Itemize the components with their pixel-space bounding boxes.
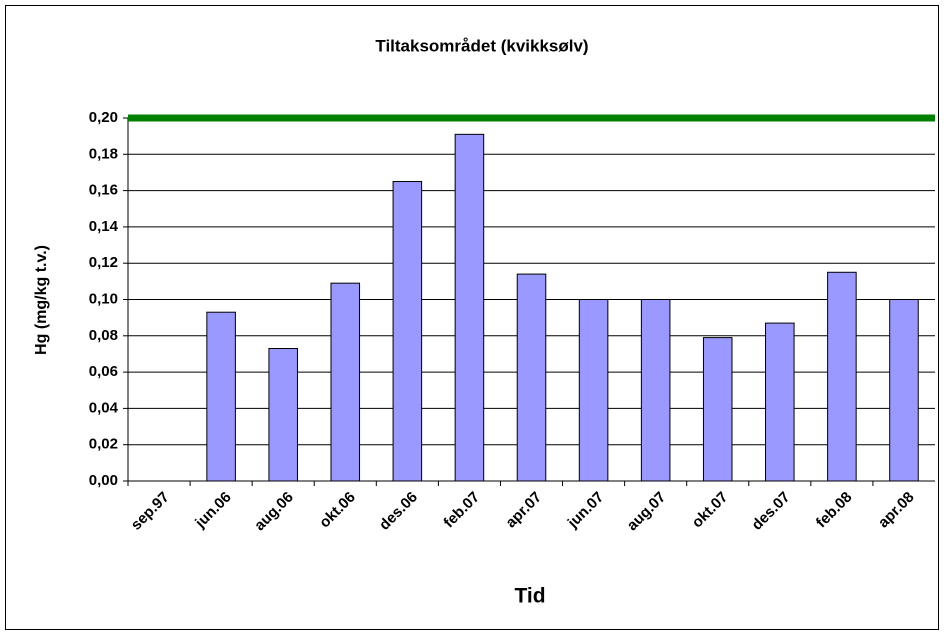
y-tick-label: 0,16 xyxy=(89,182,118,199)
y-tick-label: 0,18 xyxy=(89,145,118,162)
bar xyxy=(392,181,423,482)
bar xyxy=(516,273,547,482)
bar xyxy=(578,299,609,482)
y-tick-label: 0,08 xyxy=(89,327,118,344)
y-tick-label: 0,02 xyxy=(89,436,118,453)
y-tick-label: 0,20 xyxy=(89,109,118,126)
bar xyxy=(454,133,485,482)
chart-title: Tiltaksområdet (kvikksølv) xyxy=(375,36,588,55)
y-tick-label: 0,04 xyxy=(89,399,119,416)
bar xyxy=(206,311,236,482)
bar xyxy=(702,337,733,482)
bar xyxy=(330,282,361,482)
bar xyxy=(889,299,919,482)
x-axis-label: Tid xyxy=(514,585,545,608)
y-tick-label: 0,00 xyxy=(89,472,118,489)
bar xyxy=(640,299,671,482)
y-axis-label: Hg (mg/kg t.v.) xyxy=(33,245,50,355)
bar xyxy=(765,322,795,482)
y-tick-label: 0,06 xyxy=(89,363,118,380)
bar xyxy=(827,271,857,482)
y-tick-label: 0,10 xyxy=(89,290,118,307)
y-tick-label: 0,12 xyxy=(89,254,118,271)
y-tick-label: 0,14 xyxy=(89,218,119,235)
bar xyxy=(268,348,298,482)
